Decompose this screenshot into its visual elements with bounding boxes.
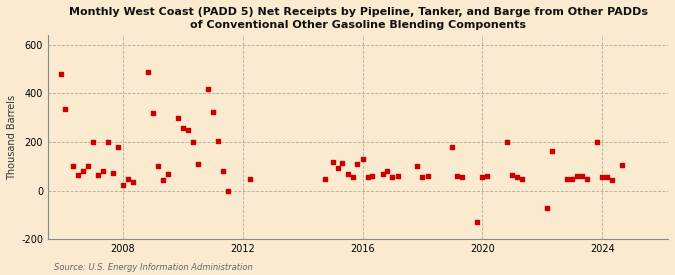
Point bbox=[357, 157, 368, 161]
Point bbox=[72, 173, 83, 177]
Point bbox=[367, 174, 378, 178]
Point bbox=[582, 177, 593, 181]
Y-axis label: Thousand Barrels: Thousand Barrels bbox=[7, 95, 17, 180]
Point bbox=[112, 145, 123, 149]
Point bbox=[60, 107, 71, 111]
Point bbox=[55, 72, 66, 76]
Point bbox=[117, 183, 128, 187]
Point bbox=[82, 164, 93, 169]
Point bbox=[337, 161, 348, 165]
Point bbox=[392, 174, 403, 178]
Point bbox=[542, 206, 553, 210]
Point bbox=[602, 175, 613, 180]
Point bbox=[452, 174, 463, 178]
Point bbox=[178, 125, 188, 130]
Point bbox=[97, 169, 108, 174]
Point bbox=[592, 140, 603, 144]
Point bbox=[123, 177, 134, 181]
Point bbox=[92, 173, 103, 177]
Point bbox=[217, 169, 228, 174]
Point bbox=[107, 170, 118, 175]
Point bbox=[202, 86, 213, 91]
Point bbox=[320, 177, 331, 181]
Point bbox=[576, 174, 587, 178]
Point bbox=[417, 175, 428, 180]
Point bbox=[412, 164, 423, 169]
Point bbox=[567, 177, 578, 181]
Point bbox=[68, 164, 78, 169]
Point bbox=[457, 175, 468, 180]
Point bbox=[78, 169, 88, 174]
Point bbox=[387, 175, 398, 180]
Text: Source: U.S. Energy Information Administration: Source: U.S. Energy Information Administ… bbox=[54, 263, 252, 272]
Point bbox=[477, 175, 488, 180]
Point bbox=[382, 169, 393, 174]
Point bbox=[377, 172, 388, 176]
Point bbox=[157, 178, 168, 182]
Point bbox=[142, 69, 153, 74]
Point bbox=[163, 172, 173, 176]
Point bbox=[327, 160, 338, 164]
Title: Monthly West Coast (PADD 5) Net Receipts by Pipeline, Tanker, and Barge from Oth: Monthly West Coast (PADD 5) Net Receipts… bbox=[69, 7, 647, 30]
Point bbox=[128, 180, 138, 185]
Point bbox=[347, 175, 358, 180]
Point bbox=[502, 140, 512, 144]
Point bbox=[153, 164, 163, 169]
Point bbox=[103, 140, 113, 144]
Point bbox=[482, 174, 493, 178]
Point bbox=[332, 166, 343, 170]
Point bbox=[88, 140, 99, 144]
Point bbox=[352, 162, 363, 166]
Point bbox=[507, 173, 518, 177]
Point bbox=[517, 177, 528, 181]
Point bbox=[187, 140, 198, 144]
Point bbox=[607, 178, 618, 182]
Point bbox=[362, 175, 373, 180]
Point bbox=[562, 177, 572, 181]
Point bbox=[342, 172, 353, 176]
Point bbox=[222, 189, 233, 193]
Point bbox=[572, 174, 583, 178]
Point bbox=[172, 116, 183, 120]
Point bbox=[182, 128, 193, 132]
Point bbox=[447, 145, 458, 149]
Point bbox=[422, 174, 433, 178]
Point bbox=[207, 109, 218, 114]
Point bbox=[472, 220, 483, 225]
Point bbox=[597, 175, 608, 180]
Point bbox=[547, 148, 558, 153]
Point bbox=[617, 163, 628, 167]
Point bbox=[213, 139, 223, 143]
Point bbox=[192, 162, 203, 166]
Point bbox=[245, 177, 256, 181]
Point bbox=[147, 111, 158, 115]
Point bbox=[512, 175, 522, 180]
